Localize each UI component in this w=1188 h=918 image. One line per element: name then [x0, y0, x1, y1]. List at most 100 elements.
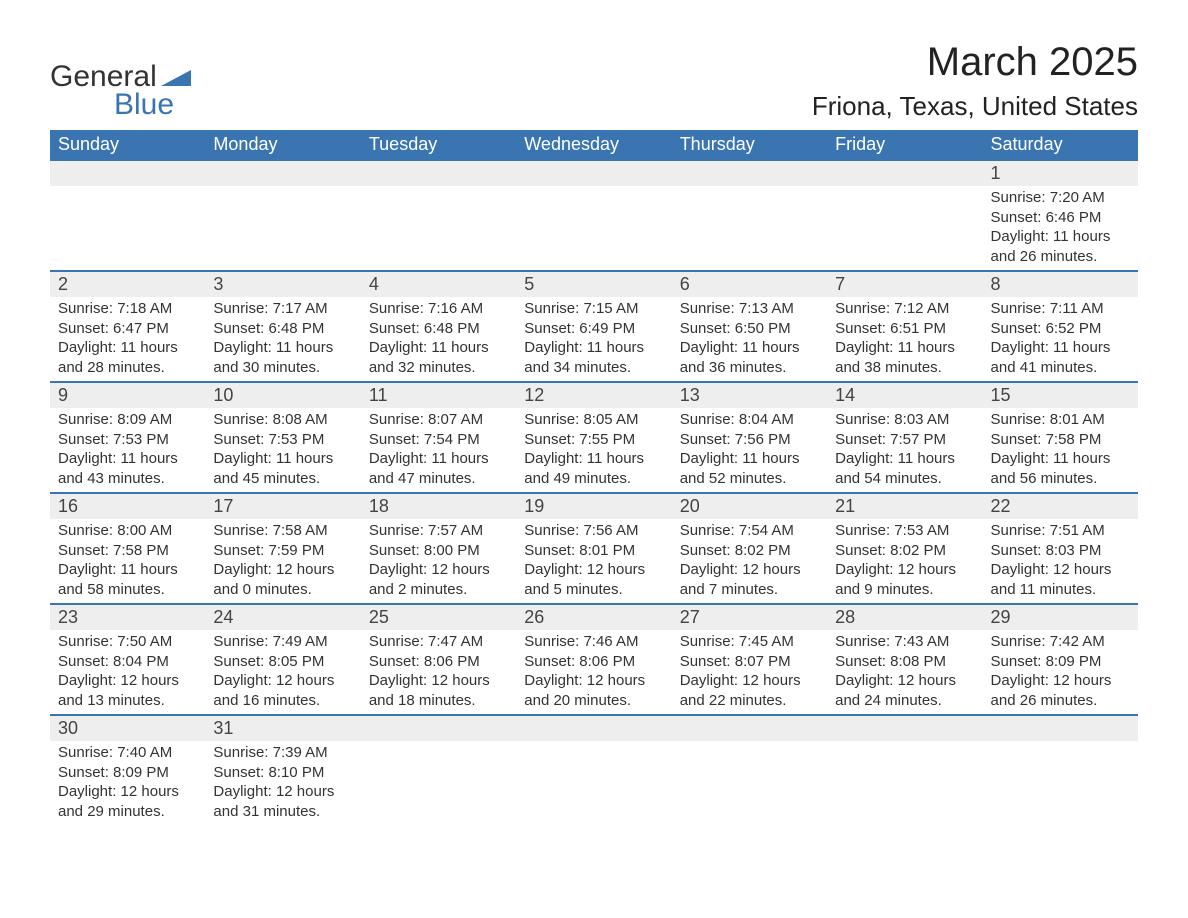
day-detail-cell: Sunrise: 8:09 AMSunset: 7:53 PMDaylight:… [50, 408, 205, 493]
daylight-line: Daylight: 12 hoursand 22 minutes. [680, 671, 819, 710]
sunrise-line: Sunrise: 7:58 AM [213, 521, 352, 541]
daynum-row: 23242526272829 [50, 604, 1138, 630]
daylight-line: Daylight: 12 hoursand 9 minutes. [835, 560, 974, 599]
day-number-cell [827, 715, 982, 741]
daylight-line: Daylight: 11 hoursand 43 minutes. [58, 449, 197, 488]
daylight-line: Daylight: 12 hoursand 0 minutes. [213, 560, 352, 599]
sunset-line: Sunset: 7:56 PM [680, 430, 819, 450]
daylight-line: Daylight: 12 hoursand 5 minutes. [524, 560, 663, 599]
daynum-row: 3031 [50, 715, 1138, 741]
daylight-line: Daylight: 11 hoursand 32 minutes. [369, 338, 508, 377]
day-number-cell: 19 [516, 493, 671, 519]
day-detail-cell: Sunrise: 7:46 AMSunset: 8:06 PMDaylight:… [516, 630, 671, 715]
dayname-friday: Friday [827, 130, 982, 160]
dayname-saturday: Saturday [983, 130, 1138, 160]
day-detail-cell [361, 741, 516, 825]
sunset-line: Sunset: 6:49 PM [524, 319, 663, 339]
sunset-line: Sunset: 8:06 PM [524, 652, 663, 672]
calendar-table: Sunday Monday Tuesday Wednesday Thursday… [50, 130, 1138, 825]
dayname-monday: Monday [205, 130, 360, 160]
day-detail-cell: Sunrise: 7:47 AMSunset: 8:06 PMDaylight:… [361, 630, 516, 715]
day-detail-cell: Sunrise: 7:58 AMSunset: 7:59 PMDaylight:… [205, 519, 360, 604]
daylight-line: Daylight: 12 hoursand 18 minutes. [369, 671, 508, 710]
sunrise-line: Sunrise: 7:39 AM [213, 743, 352, 763]
daylight-line: Daylight: 11 hoursand 38 minutes. [835, 338, 974, 377]
sunrise-line: Sunrise: 8:00 AM [58, 521, 197, 541]
sunset-line: Sunset: 8:03 PM [991, 541, 1130, 561]
day-number-cell [983, 715, 1138, 741]
sunset-line: Sunset: 8:02 PM [680, 541, 819, 561]
sunset-line: Sunset: 8:04 PM [58, 652, 197, 672]
sunrise-line: Sunrise: 7:18 AM [58, 299, 197, 319]
sunset-line: Sunset: 7:59 PM [213, 541, 352, 561]
day-detail-cell [516, 186, 671, 271]
day-number-cell: 17 [205, 493, 360, 519]
day-number-cell: 28 [827, 604, 982, 630]
day-number-cell: 4 [361, 271, 516, 297]
sunset-line: Sunset: 6:48 PM [369, 319, 508, 339]
day-number-cell: 2 [50, 271, 205, 297]
day-number-cell: 29 [983, 604, 1138, 630]
sunset-line: Sunset: 7:58 PM [58, 541, 197, 561]
daylight-line: Daylight: 12 hoursand 16 minutes. [213, 671, 352, 710]
day-number-cell: 30 [50, 715, 205, 741]
daylight-line: Daylight: 12 hoursand 31 minutes. [213, 782, 352, 821]
sunrise-line: Sunrise: 8:08 AM [213, 410, 352, 430]
day-detail-cell: Sunrise: 8:04 AMSunset: 7:56 PMDaylight:… [672, 408, 827, 493]
daylight-line: Daylight: 11 hoursand 28 minutes. [58, 338, 197, 377]
day-number-cell: 16 [50, 493, 205, 519]
day-number-cell [672, 160, 827, 186]
day-detail-cell: Sunrise: 7:15 AMSunset: 6:49 PMDaylight:… [516, 297, 671, 382]
day-number-cell [205, 160, 360, 186]
daylight-line: Daylight: 12 hoursand 26 minutes. [991, 671, 1130, 710]
sunrise-line: Sunrise: 7:49 AM [213, 632, 352, 652]
daynum-row: 9101112131415 [50, 382, 1138, 408]
day-number-cell: 6 [672, 271, 827, 297]
day-detail-cell: Sunrise: 7:51 AMSunset: 8:03 PMDaylight:… [983, 519, 1138, 604]
sunset-line: Sunset: 6:51 PM [835, 319, 974, 339]
sunrise-line: Sunrise: 7:43 AM [835, 632, 974, 652]
day-number-cell: 25 [361, 604, 516, 630]
day-detail-cell [205, 186, 360, 271]
day-number-cell: 9 [50, 382, 205, 408]
sunrise-line: Sunrise: 7:20 AM [991, 188, 1130, 208]
daylight-line: Daylight: 11 hoursand 58 minutes. [58, 560, 197, 599]
sunrise-line: Sunrise: 7:11 AM [991, 299, 1130, 319]
sunrise-line: Sunrise: 7:42 AM [991, 632, 1130, 652]
daylight-line: Daylight: 12 hoursand 11 minutes. [991, 560, 1130, 599]
logo: General Blue [50, 60, 191, 122]
day-number-cell: 8 [983, 271, 1138, 297]
sunset-line: Sunset: 7:55 PM [524, 430, 663, 450]
day-detail-cell: Sunrise: 7:45 AMSunset: 8:07 PMDaylight:… [672, 630, 827, 715]
day-number-cell [50, 160, 205, 186]
sunrise-line: Sunrise: 8:04 AM [680, 410, 819, 430]
daylight-line: Daylight: 11 hoursand 56 minutes. [991, 449, 1130, 488]
day-detail-cell: Sunrise: 7:17 AMSunset: 6:48 PMDaylight:… [205, 297, 360, 382]
detail-row: Sunrise: 7:20 AMSunset: 6:46 PMDaylight:… [50, 186, 1138, 271]
sunset-line: Sunset: 6:47 PM [58, 319, 197, 339]
day-number-cell: 14 [827, 382, 982, 408]
sunset-line: Sunset: 6:52 PM [991, 319, 1130, 339]
daynum-row: 1 [50, 160, 1138, 186]
logo-text-blue: Blue [114, 88, 174, 122]
day-detail-cell: Sunrise: 8:01 AMSunset: 7:58 PMDaylight:… [983, 408, 1138, 493]
sunset-line: Sunset: 8:10 PM [213, 763, 352, 783]
detail-row: Sunrise: 7:50 AMSunset: 8:04 PMDaylight:… [50, 630, 1138, 715]
day-number-cell [827, 160, 982, 186]
day-number-cell: 22 [983, 493, 1138, 519]
day-number-cell [516, 160, 671, 186]
day-detail-cell: Sunrise: 7:53 AMSunset: 8:02 PMDaylight:… [827, 519, 982, 604]
daylight-line: Daylight: 12 hoursand 24 minutes. [835, 671, 974, 710]
sunrise-line: Sunrise: 8:09 AM [58, 410, 197, 430]
sunrise-line: Sunrise: 7:12 AM [835, 299, 974, 319]
day-detail-cell: Sunrise: 7:12 AMSunset: 6:51 PMDaylight:… [827, 297, 982, 382]
day-detail-cell: Sunrise: 8:05 AMSunset: 7:55 PMDaylight:… [516, 408, 671, 493]
day-detail-cell: Sunrise: 7:13 AMSunset: 6:50 PMDaylight:… [672, 297, 827, 382]
sunrise-line: Sunrise: 7:45 AM [680, 632, 819, 652]
day-detail-cell: Sunrise: 7:54 AMSunset: 8:02 PMDaylight:… [672, 519, 827, 604]
dayname-thursday: Thursday [672, 130, 827, 160]
daylight-line: Daylight: 12 hoursand 20 minutes. [524, 671, 663, 710]
day-detail-cell: Sunrise: 8:07 AMSunset: 7:54 PMDaylight:… [361, 408, 516, 493]
sunrise-line: Sunrise: 8:07 AM [369, 410, 508, 430]
header: General Blue March 2025 Friona, Texas, U… [50, 40, 1138, 122]
